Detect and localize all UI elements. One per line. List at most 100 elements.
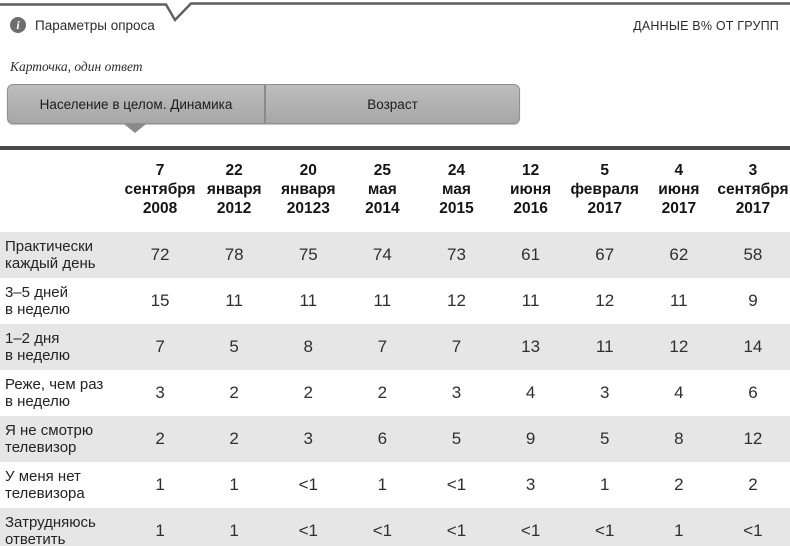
value-cell: <1 — [446, 520, 467, 540]
value-cell: 7 — [377, 337, 388, 356]
callout-tail-line — [0, 2, 790, 22]
table-row: Я не смотрю телевизор 2 2 3 6 5 9 5 8 12 — [0, 416, 790, 462]
value-cell: 11 — [521, 291, 540, 310]
tab-bar: Население в целом. Динамика Возраст — [7, 84, 520, 124]
value-cell: <1 — [743, 520, 763, 540]
value-cell: 1 — [155, 475, 165, 494]
date-column-header: 7 сентября 2008 — [124, 161, 196, 217]
table-row: Практически каждый день 72 78 75 74 73 61 67 62 5… — [0, 232, 790, 278]
value-cell: 75 — [298, 245, 318, 264]
question-type-note: Карточка, один ответ — [10, 59, 143, 74]
active-tab-pointer-icon — [124, 124, 146, 133]
value-cell: <1 — [520, 520, 541, 540]
date-column-header: 5 февраля 2017 — [570, 161, 639, 217]
value-cell: 67 — [595, 245, 615, 264]
value-cell: 8 — [674, 429, 684, 448]
row-label: У меня нет телевизора — [5, 468, 85, 502]
value-cell: 72 — [150, 245, 170, 264]
table-header: 7 сентября 2008 22 января 2012 20 января 2… — [0, 148, 790, 232]
info-icon[interactable]: i — [10, 17, 26, 33]
value-cell: 1 — [229, 520, 239, 540]
date-column-header: 4 июня 2017 — [658, 161, 700, 217]
table-header-row: 7 сентября 2008 22 января 2012 20 января 2… — [0, 148, 790, 232]
tab-population-dynamics[interactable]: Население в целом. Динамика — [8, 85, 266, 123]
value-cell: 2 — [303, 383, 313, 402]
value-cell: <1 — [446, 475, 467, 494]
value-cell: 1 — [229, 475, 239, 494]
value-cell: <1 — [298, 520, 318, 540]
data-percent-note: ДАННЫЕ В% ОТ ГРУПП — [633, 19, 779, 33]
value-cell: 1 — [674, 520, 684, 540]
value-cell: 5 — [599, 429, 610, 448]
value-cell: 15 — [150, 291, 170, 310]
value-cell: 74 — [372, 245, 392, 264]
value-cell: 2 — [377, 383, 388, 402]
survey-params-label: Параметры опроса — [35, 17, 155, 33]
value-cell: 9 — [525, 429, 536, 448]
value-cell: 11 — [669, 291, 688, 310]
row-label: Затрудняюсь ответить — [5, 513, 96, 546]
value-cell: 6 — [748, 383, 758, 402]
row-label: Практически каждый день — [5, 238, 96, 272]
results-table: 7 сентября 2008 22 января 2012 20 января 2… — [0, 146, 790, 546]
value-cell: 3 — [155, 383, 165, 402]
table-row: У меня нет телевизора 1 1 <1 1 <1 3 1 2 2 — [0, 462, 790, 508]
value-cell: 7 — [155, 337, 165, 356]
row-label: Реже, чем раз в неделю — [5, 376, 104, 410]
value-cell: 13 — [521, 337, 541, 356]
value-cell: 73 — [447, 245, 466, 264]
value-cell: 12 — [743, 429, 763, 448]
value-cell: 1 — [155, 520, 165, 540]
value-cell: 4 — [525, 383, 536, 402]
value-cell: 7 — [451, 337, 462, 356]
value-cell: 78 — [224, 245, 244, 264]
value-cell: 12 — [595, 291, 615, 310]
date-column-header: 22 января 2012 — [206, 161, 262, 217]
value-cell: 2 — [748, 475, 758, 494]
row-label: 3–5 дней в неделю — [5, 284, 71, 318]
value-cell: 12 — [447, 291, 466, 310]
tab-age[interactable]: Возраст — [367, 96, 418, 112]
value-cell: 1 — [377, 475, 388, 494]
value-cell: 11 — [595, 337, 614, 356]
value-cell: 5 — [229, 337, 239, 356]
value-cell: 11 — [299, 291, 318, 310]
survey-params-header: i Параметры опроса — [10, 17, 155, 33]
value-cell: <1 — [298, 475, 318, 494]
value-cell: 1 — [599, 475, 610, 494]
corner-cell — [0, 148, 123, 232]
value-cell: <1 — [372, 520, 393, 540]
value-cell: 9 — [748, 291, 758, 310]
row-label: Я не смотрю телевизор — [5, 422, 94, 456]
table-body: Практически каждый день 72 78 75 74 73 61 67 62 5… — [0, 232, 790, 546]
date-column-header: 3 сентября 2017 — [717, 161, 789, 217]
value-cell: 14 — [743, 337, 763, 356]
value-cell: <1 — [595, 520, 615, 540]
value-cell: 2 — [229, 429, 239, 448]
value-cell: 12 — [669, 337, 689, 356]
table-row: 3–5 дней в неделю 15 11 11 11 12 11 12 11 9 — [0, 278, 790, 324]
value-cell: 11 — [373, 291, 392, 310]
value-cell: 4 — [674, 383, 684, 402]
value-cell: 3 — [303, 429, 313, 448]
value-cell: 11 — [225, 291, 243, 310]
value-cell: 58 — [743, 245, 763, 264]
row-label: 1–2 дня в неделю — [5, 330, 71, 364]
date-column-header: 12 июня 2016 — [510, 161, 552, 217]
value-cell: 2 — [229, 383, 239, 402]
date-column-header: 25 мая 2014 — [365, 161, 400, 217]
date-column-header: 20 января 20123 — [280, 161, 336, 217]
value-cell: 61 — [521, 245, 541, 264]
value-cell: 2 — [155, 429, 165, 448]
value-cell: 62 — [669, 245, 689, 264]
value-cell: 2 — [674, 475, 684, 494]
table-row: Затрудняюсь ответить 1 1 <1 <1 <1 <1 <1 1 <1 — [0, 508, 790, 546]
value-cell: 3 — [525, 475, 536, 494]
table-row: Реже, чем раз в неделю 3 2 2 2 3 4 3 4 6 — [0, 370, 790, 416]
value-cell: 6 — [377, 429, 388, 448]
date-column-header: 24 мая 2015 — [439, 161, 474, 217]
value-cell: 3 — [451, 383, 462, 402]
table-row: 1–2 дня в неделю 7 5 8 7 7 13 11 12 14 — [0, 324, 790, 370]
value-cell: 5 — [451, 429, 462, 448]
